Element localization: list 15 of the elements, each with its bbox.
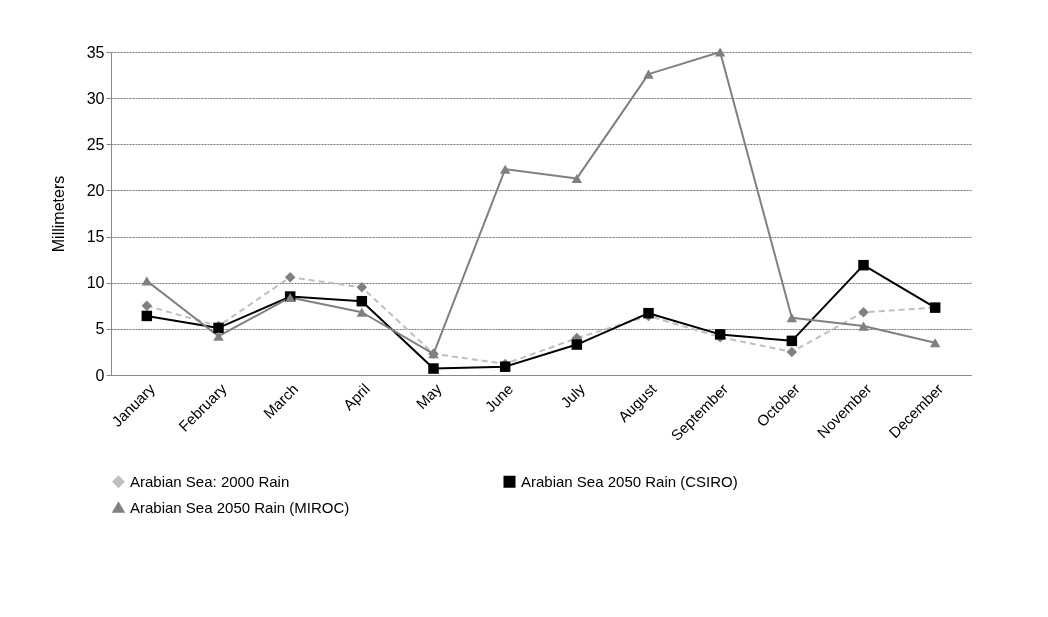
y-tick-label: 20 (86, 181, 105, 199)
y-tick-label: 25 (86, 135, 105, 153)
x-tick-label: July (557, 379, 589, 411)
y-tick-label: 15 (86, 228, 105, 246)
legend-label: Arabian Sea 2050 Rain (MIROC) (130, 498, 350, 516)
y-tick-label: 5 (95, 320, 105, 338)
y-axis-title: Millimeters (49, 175, 67, 253)
legend-label: Arabian Sea 2050 Rain (CSIRO) (521, 472, 738, 490)
x-tick-label: May (412, 379, 445, 413)
y-tick-label: 30 (86, 89, 105, 107)
legend-label: Arabian Sea: 2000 Rain (130, 472, 290, 490)
y-tick-label: 10 (86, 274, 105, 292)
y-tick-label: 35 (86, 43, 105, 61)
y-tick-label: 0 (95, 366, 105, 384)
point (714, 47, 726, 57)
